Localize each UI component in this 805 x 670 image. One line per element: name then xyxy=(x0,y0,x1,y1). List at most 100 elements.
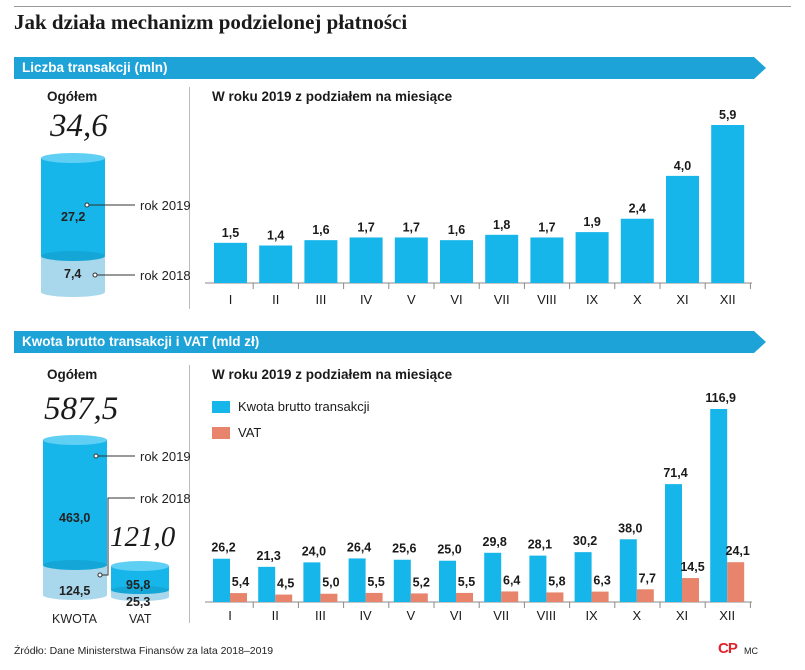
bar-vat xyxy=(501,591,519,602)
bar-kwota-value-label: 29,8 xyxy=(483,535,507,549)
x-tick-label: VII xyxy=(493,608,509,623)
kwota-total: 587,5 xyxy=(44,391,119,427)
legend-kwota-swatch xyxy=(212,400,230,413)
x-tick-label: VI xyxy=(450,608,462,623)
bar-value-label: 1,5 xyxy=(222,226,239,240)
x-tick-label: VI xyxy=(450,292,462,307)
section1-monthly-title: W roku 2019 z podziałem na miesiące xyxy=(212,89,453,104)
kwota-2019-value: 463,0 xyxy=(59,511,91,525)
bar-kwota-value-label: 24,0 xyxy=(302,544,326,558)
x-tick-label: XI xyxy=(676,292,688,307)
bar-vat xyxy=(410,593,428,602)
bar-kwota xyxy=(393,559,411,602)
bar xyxy=(530,237,564,283)
x-tick-label: III xyxy=(315,608,326,623)
bar-vat-value-label: 5,0 xyxy=(322,576,339,590)
bar-vat xyxy=(365,592,383,602)
x-tick-label: IV xyxy=(359,608,372,623)
bar-vat xyxy=(591,591,609,602)
section2-divider xyxy=(189,365,190,623)
bar-vat xyxy=(320,593,338,602)
bar-kwota xyxy=(484,552,502,602)
x-tick-label: II xyxy=(272,608,279,623)
bar-vat xyxy=(727,562,745,602)
bar xyxy=(485,234,519,283)
bar-kwota xyxy=(710,409,728,602)
section1-header: Liczba transakcji (mln) xyxy=(14,57,766,79)
source-note: Źródło: Dane Ministerstwa Finansów za la… xyxy=(14,645,274,657)
bar xyxy=(259,245,293,283)
author-initials: MC xyxy=(744,646,758,656)
bar-vat-value-label: 5,8 xyxy=(548,574,565,588)
vat-2019-value: 95,8 xyxy=(126,578,151,592)
legend-kwota: Kwota brutto transakcji xyxy=(212,399,370,414)
page-title: Jak działa mechanizm podzielonej płatnoś… xyxy=(14,10,408,34)
section2-label-2019: rok 2019 xyxy=(140,449,191,464)
bar-value-label: 1,7 xyxy=(357,220,374,234)
section2-label-2018: rok 2018 xyxy=(140,491,191,506)
bar-value-label: 1,7 xyxy=(403,220,420,234)
bar-value-label: 1,8 xyxy=(493,218,510,232)
bar-vat-value-label: 6,3 xyxy=(593,574,610,588)
bar-kwota-value-label: 26,4 xyxy=(347,540,371,554)
bar-value-label: 4,0 xyxy=(674,159,691,173)
bar xyxy=(575,232,609,283)
cylinder-transactions xyxy=(41,153,135,297)
bar-vat xyxy=(230,593,247,602)
bar-kwota xyxy=(213,558,230,602)
section1-total: 34,6 xyxy=(50,108,108,144)
legend-vat-label: VAT xyxy=(238,425,262,440)
x-tick-label: VIII xyxy=(537,608,557,623)
bar-kwota xyxy=(439,560,456,602)
bar xyxy=(440,240,473,283)
bar-kwota-value-label: 25,0 xyxy=(437,543,461,557)
bar-vat-value-label: 7,7 xyxy=(639,571,656,585)
bar xyxy=(711,125,745,283)
x-tick-label: III xyxy=(315,292,326,307)
bar-value-label: 1,6 xyxy=(448,223,465,237)
bar-kwota xyxy=(348,558,366,602)
bar-vat xyxy=(456,592,473,602)
legend-vat: VAT xyxy=(212,425,261,440)
section1-label-2018: rok 2018 xyxy=(140,268,191,283)
section1-cyl-2019-value: 27,2 xyxy=(61,210,86,224)
x-tick-label: II xyxy=(272,292,279,307)
vat-total: 121,0 xyxy=(110,521,176,553)
vat-2018-value: 25,3 xyxy=(126,595,151,609)
bar-vat-value-label: 5,5 xyxy=(458,575,475,589)
section1-label-2019: rok 2019 xyxy=(140,198,191,213)
x-tick-label: I xyxy=(228,608,232,623)
bar-kwota-value-label: 38,0 xyxy=(618,521,642,535)
x-tick-label: IX xyxy=(585,608,598,623)
section1-overall-label: Ogółem xyxy=(47,89,98,104)
x-tick-label: VII xyxy=(494,292,510,307)
bar-vat-value-label: 5,2 xyxy=(413,575,430,589)
x-tick-label: V xyxy=(406,608,415,623)
bar-vat-value-label: 5,5 xyxy=(367,575,384,589)
section2-overall-label: Ogółem xyxy=(47,367,98,382)
publisher-logo: CP xyxy=(718,640,738,657)
cylinder-kwota xyxy=(43,435,135,600)
x-tick-label: X xyxy=(633,292,642,307)
bar-vat xyxy=(546,592,564,602)
x-tick-label: X xyxy=(632,608,641,623)
bar-value-label: 1,6 xyxy=(312,223,329,237)
bar-kwota xyxy=(529,555,547,602)
bar-kwota-value-label: 30,2 xyxy=(573,534,597,548)
x-tick-label: XII xyxy=(719,608,735,623)
bar-vat-value-label: 5,4 xyxy=(232,575,249,589)
x-tick-label: IX xyxy=(586,292,599,307)
section2-monthly-title: W roku 2019 z podziałem na miesiące xyxy=(212,367,453,382)
section2-header: Kwota brutto transakcji i VAT (mld zł) xyxy=(14,331,766,353)
bar-kwota-value-label: 26,2 xyxy=(211,541,235,555)
bar xyxy=(304,240,338,283)
bar-kwota-value-label: 21,3 xyxy=(257,549,281,563)
bar-vat-value-label: 24,1 xyxy=(726,544,750,558)
top-rule xyxy=(14,6,791,7)
bar-kwota xyxy=(619,539,637,602)
bar-kwota xyxy=(303,562,321,602)
bar-value-label: 1,4 xyxy=(267,229,284,243)
